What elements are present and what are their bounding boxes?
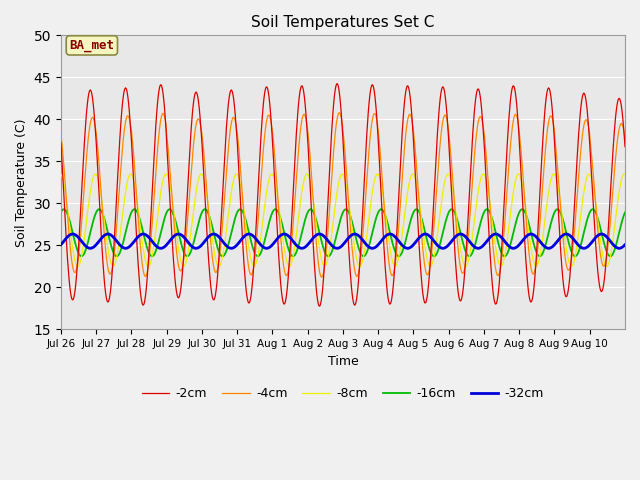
Line: -2cm: -2cm (61, 84, 625, 306)
-4cm (255, 209, 262, 215)
Line: -4cm: -4cm (61, 113, 625, 277)
-2cm (255, 173, 262, 179)
-8cm (402, 202, 410, 207)
-4cm (227, 123, 235, 129)
-8cm (57, 171, 65, 177)
-16cm (57, 209, 65, 215)
-32cm (69, 231, 77, 237)
Text: BA_met: BA_met (69, 39, 115, 52)
-4cm (336, 110, 344, 116)
-2cm (276, 273, 284, 279)
Legend: -2cm, -4cm, -8cm, -16cm, -32cm: -2cm, -4cm, -8cm, -16cm, -32cm (137, 383, 549, 406)
-32cm (615, 245, 623, 251)
-16cm (124, 220, 132, 226)
-32cm (57, 242, 65, 248)
-8cm (621, 171, 629, 177)
-16cm (621, 209, 629, 215)
-2cm (57, 140, 65, 145)
-16cm (255, 252, 263, 258)
-4cm (403, 124, 410, 130)
-32cm (255, 240, 263, 246)
X-axis label: Time: Time (328, 355, 358, 368)
-4cm (318, 274, 326, 280)
-2cm (621, 144, 629, 150)
Line: -8cm: -8cm (61, 174, 625, 266)
-16cm (228, 229, 236, 235)
-16cm (60, 206, 68, 212)
-4cm (276, 227, 284, 232)
-4cm (124, 113, 131, 119)
Y-axis label: Soil Temperature (C): Soil Temperature (C) (15, 118, 28, 247)
-32cm (402, 245, 410, 251)
-16cm (434, 249, 442, 255)
-2cm (227, 87, 235, 93)
-2cm (403, 84, 410, 90)
Line: -16cm: -16cm (61, 209, 625, 256)
-4cm (57, 131, 65, 136)
-16cm (607, 253, 614, 259)
Title: Soil Temperatures Set C: Soil Temperatures Set C (252, 15, 435, 30)
-32cm (434, 242, 442, 248)
-16cm (402, 237, 410, 243)
-16cm (277, 216, 285, 222)
-8cm (277, 220, 285, 226)
-8cm (620, 171, 628, 177)
-2cm (435, 119, 442, 125)
-4cm (621, 135, 629, 141)
-32cm (621, 242, 629, 248)
-8cm (124, 177, 132, 183)
Line: -32cm: -32cm (61, 234, 625, 248)
-4cm (435, 165, 442, 170)
-32cm (277, 232, 285, 238)
-2cm (333, 81, 341, 87)
-2cm (124, 89, 131, 95)
-32cm (124, 245, 132, 251)
-8cm (255, 244, 263, 250)
-8cm (74, 264, 82, 269)
-8cm (228, 188, 236, 193)
-8cm (434, 231, 442, 237)
-32cm (228, 245, 236, 251)
-2cm (316, 303, 324, 309)
